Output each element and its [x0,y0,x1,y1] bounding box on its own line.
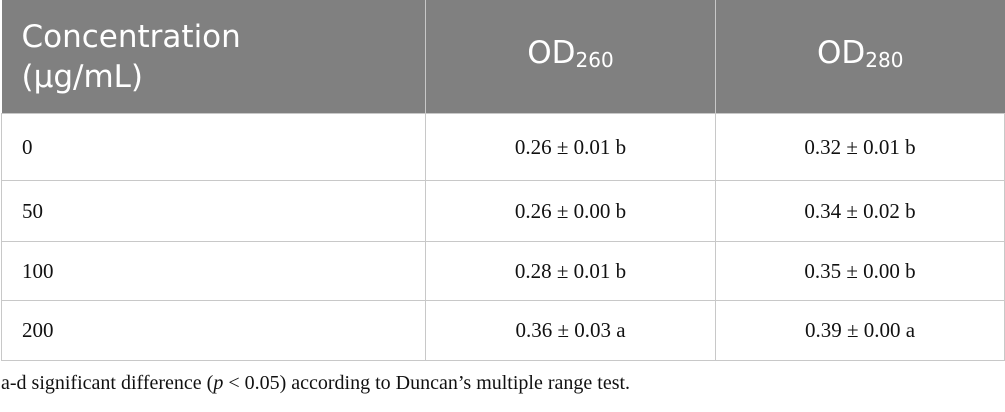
table-cell: 0.28 ± 0.01 b [425,241,716,301]
table-row: 50 0.26 ± 0.00 b 0.34 ± 0.02 b [1,180,1005,242]
footnote-text: < 0.05) according to Duncan’s multiple r… [223,372,631,394]
header-text: OD [527,35,576,71]
header-row: Concentration (μg/mL) OD260 OD280 [1,0,1005,114]
table-cell: 0.34 ± 0.02 b [715,180,1005,242]
footnote-text: a-d significant difference ( [1,372,214,394]
data-table: Concentration (μg/mL) OD260 OD280 0 0.26 … [1,0,1005,361]
header-cell: OD260 [425,0,716,114]
header-text: OD [817,35,866,71]
header-cell: Concentration (μg/mL) [1,0,426,114]
table-cell: 50 [1,180,426,242]
header-subscript: 280 [865,48,904,72]
table-cell: 0.26 ± 0.01 b [425,113,716,181]
table-body: 0 0.26 ± 0.01 b 0.32 ± 0.01 b 50 0.26 ± 0.00… [1,113,1005,361]
table-header: Concentration (μg/mL) OD260 OD280 [1,0,1005,114]
table-cell: 0 [1,113,426,181]
table-cell: 0.35 ± 0.00 b [715,241,1005,301]
table-row: 200 0.36 ± 0.03 a 0.39 ± 0.00 a [1,300,1005,361]
table-cell: 100 [1,241,426,301]
table-cell: 0.32 ± 0.01 b [715,113,1005,181]
footnote: a-d significant difference (p < 0.05) ac… [1,372,630,395]
header-text: Concentration (μg/mL) [21,18,241,95]
table-cell: 0.26 ± 0.00 b [425,180,716,242]
table-row: 0 0.26 ± 0.01 b 0.32 ± 0.01 b [1,113,1005,181]
header-subscript: 260 [575,48,614,72]
table-cell: 0.39 ± 0.00 a [715,300,1005,361]
table-cell: 0.36 ± 0.03 a [425,300,716,361]
table-row: 100 0.28 ± 0.01 b 0.35 ± 0.00 b [1,241,1005,301]
table-cell: 200 [1,300,426,361]
header-cell: OD280 [715,0,1005,114]
footnote-italic: p [213,372,224,394]
